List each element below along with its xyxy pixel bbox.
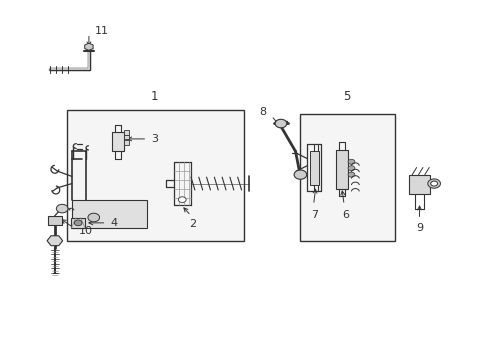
Text: 6: 6 xyxy=(342,210,348,220)
Bar xyxy=(335,150,347,189)
Circle shape xyxy=(347,172,354,177)
Circle shape xyxy=(88,213,100,222)
Text: 10: 10 xyxy=(79,226,93,236)
Circle shape xyxy=(293,170,306,179)
Circle shape xyxy=(275,119,286,128)
Bar xyxy=(47,216,62,225)
Circle shape xyxy=(347,159,354,164)
Text: 4: 4 xyxy=(110,218,117,228)
Text: 5: 5 xyxy=(342,90,349,103)
Bar xyxy=(408,175,429,194)
Circle shape xyxy=(178,197,186,203)
Text: 8: 8 xyxy=(259,107,265,117)
Bar xyxy=(67,111,244,241)
Text: 3: 3 xyxy=(151,134,158,144)
Bar xyxy=(300,114,394,241)
FancyBboxPatch shape xyxy=(72,200,147,228)
Bar xyxy=(112,132,123,152)
Bar xyxy=(123,130,128,135)
Text: 1: 1 xyxy=(150,90,158,103)
Circle shape xyxy=(74,220,82,226)
Circle shape xyxy=(347,166,354,171)
Bar xyxy=(123,135,128,139)
Bar xyxy=(309,152,318,185)
Text: 7: 7 xyxy=(311,210,318,220)
Circle shape xyxy=(56,204,68,213)
Text: 2: 2 xyxy=(188,219,196,229)
Bar xyxy=(71,218,85,228)
Text: 9: 9 xyxy=(415,223,422,233)
Bar xyxy=(123,140,128,145)
Text: 11: 11 xyxy=(95,26,108,36)
